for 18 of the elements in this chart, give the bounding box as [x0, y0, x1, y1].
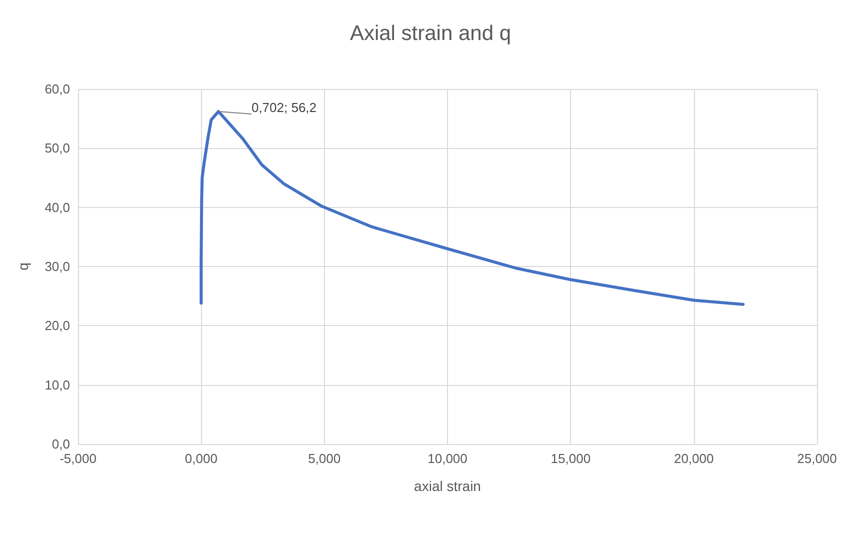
x-tick-label: 5,000: [308, 451, 341, 466]
x-tick-label: 0,000: [184, 451, 218, 466]
x-tick-label: 15,000: [550, 451, 591, 466]
x-tick-label: -5,000: [60, 451, 96, 466]
y-tick-label: 40,0: [44, 200, 70, 215]
x-tick-label: 10,000: [428, 451, 468, 466]
x-tick-label: 25,000: [797, 451, 837, 466]
y-tick-label: 50,0: [44, 140, 70, 156]
y-tick-label: 60,0: [44, 82, 70, 96]
y-axis-title: q: [15, 262, 31, 270]
data-label: 0,702; 56,2: [251, 100, 317, 115]
chart-title: Axial strain and q: [350, 22, 512, 45]
y-tick-label: 10,0: [44, 377, 70, 392]
x-tick-label: 20,000: [674, 451, 714, 466]
y-tick-label: 0,0: [52, 436, 70, 452]
x-axis-title: axial strain: [414, 478, 481, 494]
y-tick-label: 20,0: [44, 318, 70, 334]
y-tick-label: 30,0: [44, 259, 70, 274]
